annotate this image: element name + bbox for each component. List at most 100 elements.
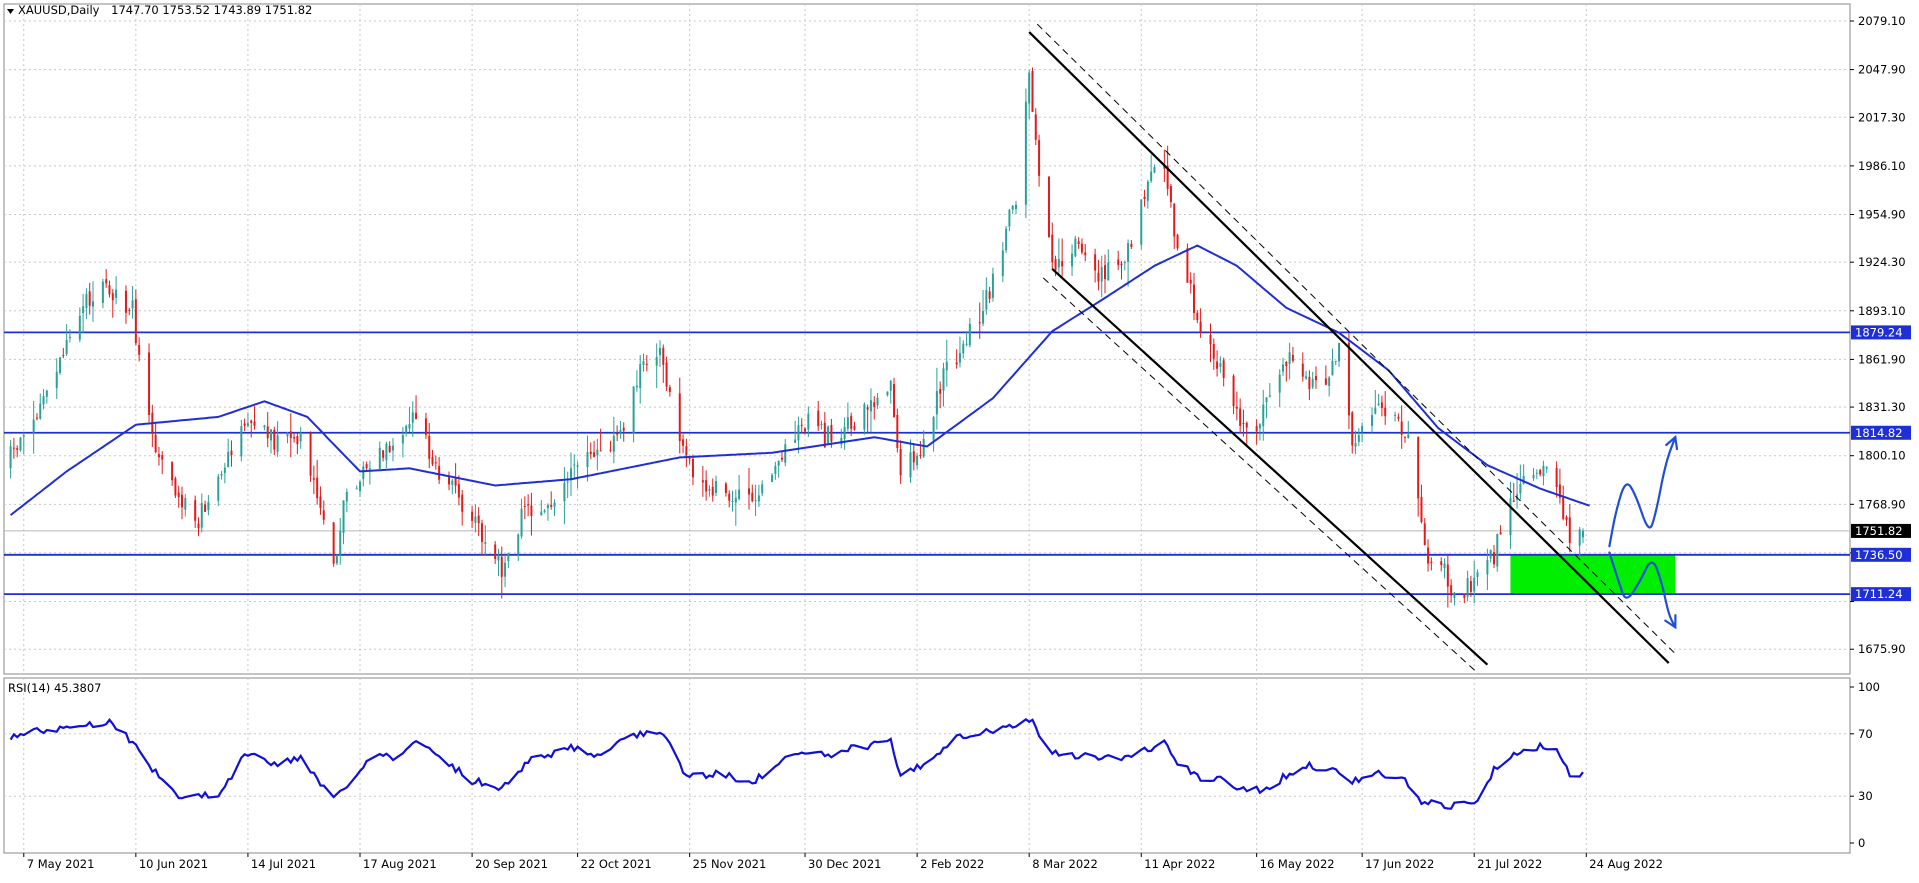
candle <box>507 552 510 569</box>
candle <box>1558 468 1561 504</box>
candle <box>124 285 127 324</box>
candle <box>477 507 480 537</box>
candle-body <box>1199 321 1202 333</box>
candle <box>1097 259 1100 291</box>
candle <box>345 488 348 513</box>
candle <box>988 286 991 304</box>
candle <box>573 454 576 480</box>
candle-body <box>1097 272 1100 282</box>
candle-body <box>517 534 520 555</box>
candle <box>823 412 826 448</box>
candle <box>128 307 131 316</box>
candle <box>1219 356 1222 373</box>
candle <box>365 461 368 471</box>
candle-body <box>1011 205 1014 210</box>
candle-body <box>105 279 108 284</box>
candle <box>886 391 889 397</box>
candle-body <box>609 449 612 451</box>
candle <box>1578 527 1581 557</box>
candle-body <box>1104 265 1107 280</box>
candle-body <box>1334 361 1337 363</box>
candle-body <box>817 410 820 427</box>
candle <box>181 486 184 520</box>
candle-body <box>391 445 394 451</box>
candle-body <box>339 530 342 556</box>
candle <box>668 384 671 397</box>
candle-body <box>1380 402 1383 408</box>
price-tick-label: 1800.10 <box>1858 449 1906 463</box>
candle-body <box>711 486 714 496</box>
candle <box>622 422 625 442</box>
candle <box>1255 419 1258 445</box>
candle-body <box>619 430 622 433</box>
candle <box>1397 413 1400 422</box>
candle-body <box>1232 375 1235 407</box>
rsi-panel-frame <box>3 677 1851 854</box>
candle <box>184 494 187 517</box>
candle <box>1492 544 1495 569</box>
candle-body <box>616 433 619 435</box>
candle <box>1417 436 1420 517</box>
candle-body <box>293 437 296 439</box>
candle <box>1324 365 1327 386</box>
candle-body <box>1374 407 1377 414</box>
candle-body <box>563 482 566 502</box>
candle <box>1288 342 1291 380</box>
candle-body <box>78 315 81 340</box>
symbol-header[interactable]: XAUUSD,Daily 1747.70 1753.52 1743.89 175… <box>7 3 312 17</box>
candle <box>1166 145 1169 196</box>
collapse-triangle-icon[interactable] <box>7 9 14 14</box>
price-tick-label: 1768.90 <box>1858 497 1906 511</box>
candle-body <box>1338 343 1341 362</box>
candle <box>1301 352 1304 382</box>
candle <box>1351 411 1354 454</box>
candle <box>220 470 223 480</box>
candle <box>804 427 807 435</box>
candle-body <box>461 494 464 512</box>
candle-body <box>471 511 474 521</box>
candle <box>1173 202 1176 250</box>
candle <box>1334 360 1337 366</box>
candle-body <box>263 425 266 428</box>
candle <box>550 491 553 510</box>
channel-lower-line[interactable] <box>1051 268 1489 666</box>
candle-body <box>919 454 922 456</box>
candle <box>339 518 342 565</box>
candle <box>1469 575 1472 597</box>
candle-body <box>428 435 431 459</box>
candle <box>154 423 157 454</box>
candle-body <box>101 281 104 303</box>
candle-body <box>148 352 151 416</box>
candle <box>1403 436 1406 443</box>
candle-body <box>431 456 434 465</box>
candle <box>780 450 783 462</box>
candle-body <box>705 480 708 492</box>
candle <box>893 377 896 418</box>
candle <box>682 434 685 454</box>
channel-upper-line[interactable] <box>1028 31 1670 664</box>
candle <box>457 475 460 506</box>
candle-body <box>1216 361 1219 369</box>
candle-body <box>1130 243 1133 248</box>
candle-body <box>19 437 22 451</box>
candle-body <box>889 381 892 391</box>
candle <box>1427 539 1430 572</box>
candle-body <box>1193 284 1196 314</box>
horizontal-levels[interactable] <box>4 331 1850 596</box>
candle-body <box>1153 167 1156 173</box>
candle-body <box>1107 262 1110 281</box>
candle-body <box>1140 199 1143 245</box>
candle <box>701 466 704 497</box>
price-tag-background <box>1851 523 1911 538</box>
candle-body <box>1080 243 1083 253</box>
candle <box>174 476 177 498</box>
candle <box>92 281 95 322</box>
price-tag-text: 1879.24 <box>1855 325 1903 339</box>
candle-body <box>662 347 665 365</box>
candle <box>1542 460 1545 486</box>
descending-channel[interactable] <box>1028 23 1678 675</box>
candle <box>12 438 15 459</box>
candle-body <box>1565 516 1568 520</box>
